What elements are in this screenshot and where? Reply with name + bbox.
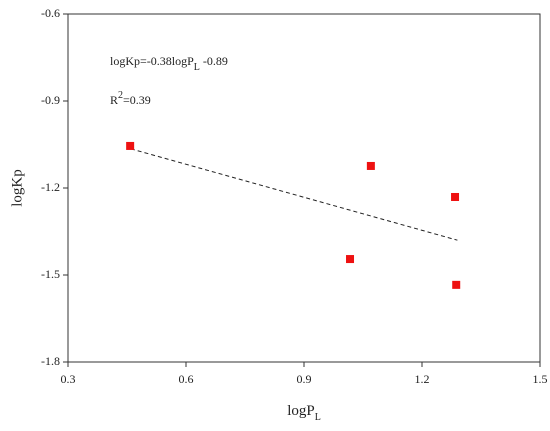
y-tick-label: -1.5	[41, 267, 60, 281]
point	[346, 255, 355, 264]
equation-part: L	[194, 62, 200, 73]
y-tick-label: -0.9	[41, 93, 60, 107]
equation: logKp=-0.38logPL -0.89	[110, 54, 228, 73]
equation-part: logKp=-0.38logP	[110, 54, 194, 68]
y-axis-label: logKp	[9, 169, 25, 207]
x-axis-label-part: L	[315, 412, 321, 423]
r-squared-part: =0.39	[123, 93, 151, 107]
point	[126, 141, 135, 150]
y-tick-label: -1.2	[41, 180, 60, 194]
x-axis-label: logPL	[287, 403, 321, 422]
r-squared-part: R	[110, 93, 118, 107]
point	[452, 280, 461, 289]
x-tick-label: 0.6	[179, 372, 194, 386]
x-tick-label: 1.5	[533, 372, 548, 386]
r-squared-part: 2	[118, 90, 123, 101]
trendline	[130, 148, 458, 241]
x-axis-label-part: logP	[287, 403, 315, 419]
x-tick-label: 0.9	[297, 372, 312, 386]
point	[451, 192, 460, 201]
x-tick-label: 0.3	[61, 372, 76, 386]
y-tick-label: -1.8	[41, 354, 60, 368]
x-tick-label: 1.2	[415, 372, 430, 386]
y-tick-label: -0.6	[41, 6, 60, 20]
point	[366, 161, 375, 170]
r-squared: R2=0.39	[110, 90, 151, 107]
equation-part: -0.89	[200, 54, 228, 68]
